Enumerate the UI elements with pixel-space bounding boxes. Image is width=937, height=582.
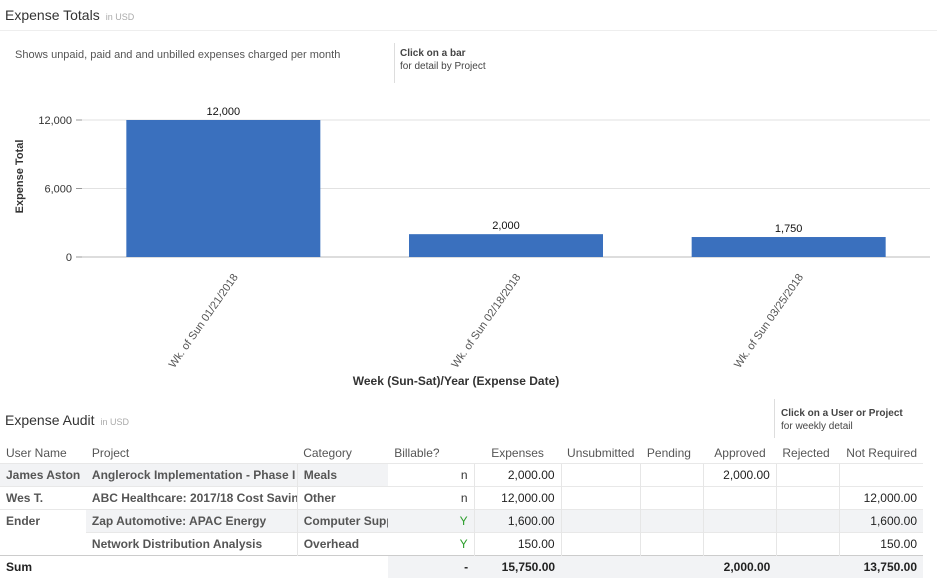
expense-totals-title: Expense Totals in USD <box>5 7 134 23</box>
col-header-not-required[interactable]: Not Required <box>846 446 917 460</box>
category-cell: Meals <box>296 463 389 487</box>
not-required-cell: 150.00 <box>838 532 923 556</box>
sum-pending-cell <box>640 555 704 578</box>
y-axis-title: Expense Total <box>14 140 26 214</box>
bar-click-hint-text: for detail by Project <box>400 61 486 72</box>
expense-totals-panel: Shows unpaid, paid and and unbilled expe… <box>0 30 937 398</box>
billable-cell: Y <box>388 532 475 556</box>
x-tick-label: Wk. of Sun 01/21/2018 <box>167 272 241 371</box>
sum-approved-cell: 2,000.00 <box>703 555 777 578</box>
expenses-cell: 150.00 <box>473 532 562 556</box>
expense-audit-title-text: Expense Audit <box>5 412 95 428</box>
expense-totals-header <box>0 0 937 31</box>
project-cell[interactable]: Anglerock Implementation - Phase I <box>85 463 298 487</box>
data-label: 2,000 <box>492 220 520 232</box>
expense-totals-description: Shows unpaid, paid and and unbilled expe… <box>15 49 341 61</box>
sum-expenses-cell: 15,750.00 <box>474 555 562 578</box>
pending-cell <box>640 486 704 510</box>
audit-click-hint-title: Click on a User or Project <box>781 408 903 419</box>
expense-totals-title-text: Expense Totals <box>5 7 100 23</box>
table-row: James Aston Anglerock Implementation - P… <box>0 463 923 487</box>
user-name-cell[interactable]: Wes T. <box>0 486 86 510</box>
unsubmitted-cell <box>560 532 641 556</box>
hint-divider <box>394 43 395 83</box>
sum-rejected-cell <box>776 555 840 578</box>
not-required-cell: 1,600.00 <box>838 509 923 533</box>
col-header-billable[interactable]: Billable? <box>394 446 440 460</box>
sum-row: Sum - 15,750.00 2,000.00 13,750.00 <box>0 555 923 578</box>
not-required-cell: 12,000.00 <box>838 486 923 510</box>
audit-click-hint: Click on a User or Project for weekly de… <box>781 407 903 433</box>
y-tick-label: 12,000 <box>38 115 72 127</box>
sum-category-cell <box>297 555 389 578</box>
col-header-expenses[interactable]: Expenses <box>491 446 544 460</box>
expense-totals-chart: 0 6,000 12,000 12,000 Wk. of Sun 01/21/2018 2… <box>14 106 930 388</box>
rejected-cell <box>775 509 840 533</box>
project-cell[interactable]: ABC Healthcare: 2017/18 Cost Savings <box>85 486 298 510</box>
project-cell[interactable]: Network Distribution Analysis <box>85 532 298 556</box>
col-header-approved[interactable]: Approved <box>714 446 766 460</box>
audit-click-hint-text: for weekly detail <box>781 421 853 432</box>
data-label: 12,000 <box>207 106 241 118</box>
table-row: Network Distribution Analysis Overhead Y… <box>0 532 923 556</box>
col-header-category[interactable]: Category <box>303 446 352 460</box>
expenses-cell: 2,000.00 <box>473 463 562 487</box>
project-cell[interactable]: Zap Automotive: APAC Energy <box>85 509 298 533</box>
bar-click-hint: Click on a bar for detail by Project <box>400 47 486 73</box>
bar[interactable] <box>691 237 886 257</box>
bar[interactable] <box>126 120 321 257</box>
rejected-cell <box>775 532 840 556</box>
data-label: 1,750 <box>775 223 803 235</box>
approved-cell: 2,000.00 <box>703 463 777 487</box>
table-row: Wes T. ABC Healthcare: 2017/18 Cost Savi… <box>0 486 923 510</box>
approved-cell <box>703 486 777 510</box>
unsubmitted-cell <box>560 463 641 487</box>
col-header-unsubmitted[interactable]: Unsubmitted <box>567 446 635 460</box>
sum-unsubmitted-cell <box>561 555 641 578</box>
billable-cell: n <box>388 486 475 510</box>
unsubmitted-cell <box>560 486 641 510</box>
sum-not-required-cell: 13,750.00 <box>839 555 923 578</box>
x-axis-title: Week (Sun-Sat)/Year (Expense Date) <box>353 374 560 388</box>
expenses-cell: 12,000.00 <box>473 486 562 510</box>
expenses-cell: 1,600.00 <box>473 509 562 533</box>
expense-audit-unit: in USD <box>100 417 130 427</box>
billable-cell: n <box>388 463 475 487</box>
rejected-cell <box>775 463 840 487</box>
category-cell: Other <box>296 486 389 510</box>
table-header-row: User Name Project Category Billable? Exp… <box>0 443 923 464</box>
y-tick-label: 6,000 <box>44 184 72 196</box>
user-name-cell[interactable]: James Aston <box>0 463 86 487</box>
category-cell: Computer Supplies <box>296 509 389 533</box>
pending-cell <box>640 509 704 533</box>
pending-cell <box>640 463 704 487</box>
x-tick-label: Wk. of Sun 03/25/2018 <box>732 272 806 371</box>
expense-audit-title: Expense Audit in USD <box>5 412 129 428</box>
approved-cell <box>703 509 777 533</box>
expense-totals-unit: in USD <box>105 12 135 22</box>
y-tick-label: 0 <box>66 252 72 264</box>
sum-label: Sum <box>0 555 86 578</box>
col-header-pending[interactable]: Pending <box>646 446 691 460</box>
unsubmitted-cell <box>560 509 641 533</box>
billable-cell: Y <box>388 509 475 533</box>
table-row: Ender Zap Automotive: APAC Energy Comput… <box>0 509 923 533</box>
user-name-cell[interactable] <box>0 533 86 556</box>
x-tick-label: Wk. of Sun 02/18/2018 <box>449 272 523 371</box>
user-name-cell[interactable]: Ender <box>0 509 86 533</box>
expense-audit-table: User Name Project Category Billable? Exp… <box>0 443 923 578</box>
sum-project-cell <box>85 555 298 578</box>
bar[interactable] <box>409 234 603 257</box>
not-required-cell <box>838 463 923 487</box>
col-header-user-name[interactable]: User Name <box>6 446 67 460</box>
category-cell: Overhead <box>296 532 389 556</box>
col-header-project[interactable]: Project <box>91 446 130 460</box>
col-header-rejected[interactable]: Rejected <box>782 446 830 460</box>
bar-click-hint-title: Click on a bar <box>400 48 466 59</box>
rejected-cell <box>775 486 840 510</box>
audit-hint-box: Click on a User or Project for weekly de… <box>774 399 937 438</box>
approved-cell <box>703 532 777 556</box>
pending-cell <box>640 532 704 556</box>
sum-billable-cell: - <box>388 555 475 578</box>
